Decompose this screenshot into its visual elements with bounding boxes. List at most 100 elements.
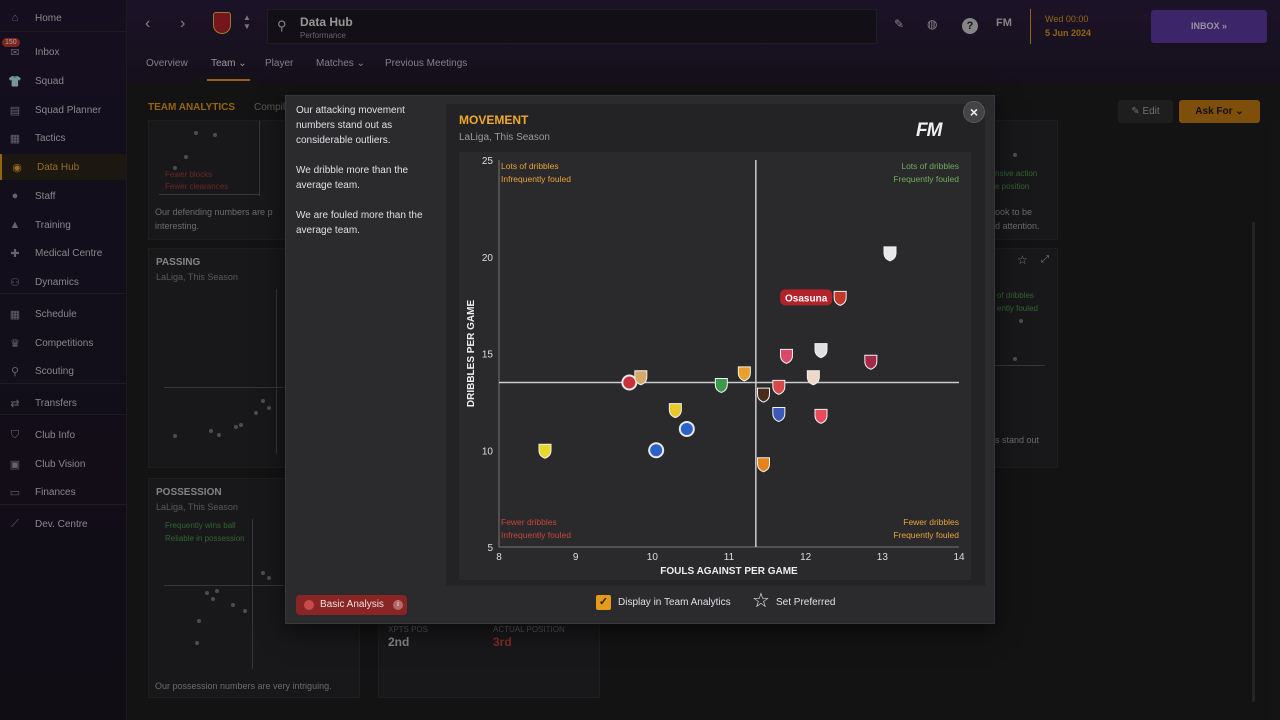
staff-icon: ●: [11, 190, 19, 202]
pencil-icon[interactable]: ✎: [894, 17, 905, 31]
ask-for-button[interactable]: Ask For ⌄: [1179, 100, 1260, 123]
sidebar-item-label: Data Hub: [37, 161, 80, 173]
basic-analysis-button[interactable]: Basic Analysis i: [296, 595, 407, 615]
sidebar-item-label: Home: [35, 12, 62, 24]
sidebar-item-schedule[interactable]: ▦ Schedule: [0, 301, 126, 327]
quadrant-label: Infrequently fouled: [501, 174, 571, 184]
right-card-text: d attention.: [995, 221, 1040, 231]
back-arrow-icon[interactable]: ‹: [145, 15, 151, 32]
info-icon[interactable]: i: [393, 600, 403, 610]
sidebar-item-competitions[interactable]: ♛ Competitions: [0, 330, 126, 356]
sidebar-item-dynamics[interactable]: ⚇ Dynamics: [0, 269, 126, 295]
y-axis-label: DRIBBLES PER GAME: [466, 300, 477, 408]
sidebar-item-label: Scouting: [35, 365, 74, 377]
sidebar-item-squad[interactable]: 👕 Squad: [0, 68, 126, 94]
highlight-label: Osasuna: [785, 293, 828, 304]
team-crest-point: [772, 379, 786, 395]
inbox-button[interactable]: INBOX »: [1151, 10, 1267, 43]
sidebar-item-tactics[interactable]: ▦ Tactics: [0, 125, 126, 151]
fm-icon[interactable]: FM: [996, 17, 1012, 29]
help-icon[interactable]: ?: [962, 18, 978, 34]
team-crest-point: [714, 377, 728, 393]
tab-team[interactable]: Team ⌄: [211, 58, 247, 69]
sidebar-item-squad-planner[interactable]: ▤ Squad Planner: [0, 97, 126, 123]
insight-text: Our attacking movement numbers stand out…: [296, 105, 405, 146]
display-in-team-analytics-checkbox[interactable]: ✓: [596, 595, 611, 610]
expand-icon[interactable]: ⤢: [1041, 254, 1049, 265]
search-icon: ⚲: [277, 18, 287, 33]
possession-text: Our possession numbers are very intrigui…: [155, 681, 332, 691]
sidebar-item-dev-centre[interactable]: ⟋ Dev. Centre: [0, 511, 126, 537]
quadrant-label: Lots of dribbles: [901, 161, 959, 171]
page-title: Data Hub: [300, 15, 353, 29]
sidebar-item-finances[interactable]: ▭ Finances: [0, 479, 126, 505]
highlight-label-bg: [780, 289, 833, 306]
club-badge-icon[interactable]: [213, 12, 231, 34]
forward-arrow-icon[interactable]: ›: [180, 15, 186, 32]
sidebar-divider: [0, 383, 126, 384]
tab-overview[interactable]: Overview: [146, 58, 188, 69]
team-crest-point: [737, 366, 751, 382]
tab-player[interactable]: Player: [265, 58, 294, 69]
trophy-icon: ♛: [10, 337, 20, 350]
transfer-icon: ⇄: [10, 397, 20, 410]
team-crest-point: [538, 443, 552, 459]
team-crest-point: [883, 246, 897, 262]
globe-icon[interactable]: ◍: [927, 17, 938, 31]
right-card[interactable]: nsive action e position ook to be d atte…: [995, 120, 1058, 240]
x-axis-label: FOULS AGAINST PER GAME: [660, 566, 798, 577]
xpts-value: 2nd: [388, 635, 410, 649]
sidebar-item-label: Schedule: [35, 308, 77, 320]
close-button[interactable]: ×: [963, 101, 985, 123]
finances-icon: ▭: [9, 486, 21, 499]
x-tick-label: 11: [724, 552, 735, 563]
page-subtitle: Performance: [300, 31, 346, 40]
sidebar-item-home[interactable]: ⌂ Home: [0, 5, 126, 31]
right-card-text: ook to be: [995, 207, 1033, 217]
tactics-board-icon: ▦: [9, 132, 21, 145]
sidebar-item-staff[interactable]: ● Staff: [0, 183, 126, 209]
right-card-label: e position: [995, 182, 1030, 191]
sidebar-item-label: Dev. Centre: [35, 518, 88, 530]
sidebar: ⌂ Home ✉ Inbox 150 👕 Squad ▤ Squad Planner ▦ Tacti…: [0, 0, 127, 720]
team-point: [623, 376, 636, 389]
home-icon: ⌂: [11, 12, 19, 24]
quadrant-label: Lots of dribbles: [501, 161, 559, 171]
x-tick-label: 8: [496, 552, 502, 563]
analysis-icon: [304, 600, 314, 610]
quadrant-label: Frequently fouled: [893, 174, 959, 184]
edit-button[interactable]: ✎ Edit: [1118, 100, 1173, 123]
right-card[interactable]: ☆ ⤢ of dribbles ently fouled s stand out: [995, 248, 1058, 468]
scatter-chart: 8 9 10 11 12 13 14 5 10 15 20 25 FOULS AGAINST PER G…: [459, 152, 971, 580]
movement-modal: Our attacking movement numbers stand out…: [285, 95, 995, 624]
club-switch-icon[interactable]: ▲ ▼: [243, 13, 251, 31]
star-icon[interactable]: ☆: [1017, 253, 1028, 267]
sidebar-item-transfers[interactable]: ⇄ Transfers: [0, 390, 126, 416]
sidebar-item-label: Staff: [35, 190, 56, 202]
title-search-box[interactable]: ⚲ Data Hub Performance: [267, 9, 877, 44]
display-in-team-analytics-label[interactable]: Display in Team Analytics: [618, 597, 731, 608]
tab-previous-meetings[interactable]: Previous Meetings: [385, 58, 468, 69]
team-crest-point: [668, 403, 682, 419]
sidebar-item-scouting[interactable]: ⚲ Scouting: [0, 358, 126, 384]
tab-matches[interactable]: Matches ⌄: [316, 58, 365, 69]
sidebar-item-club-vision[interactable]: ▣ Club Vision: [0, 451, 126, 477]
training-icon: ▲: [9, 219, 21, 231]
y-tick-label: 25: [482, 156, 494, 167]
x-tick-label: 12: [800, 552, 812, 563]
sidebar-item-club-info[interactable]: ⛉ Club Info: [0, 422, 126, 448]
x-tick-label: 10: [647, 552, 659, 563]
insight-text: We dribble more than the average team.: [296, 165, 409, 191]
quadrant-label: Fewer dribbles: [903, 517, 959, 527]
set-preferred-label[interactable]: Set Preferred: [776, 597, 836, 608]
actual-position-value: 3rd: [493, 635, 512, 649]
scrollbar[interactable]: [1252, 222, 1255, 702]
sidebar-item-training[interactable]: ▲ Training: [0, 212, 126, 238]
sidebar-item-medical-centre[interactable]: ✚ Medical Centre: [0, 240, 126, 266]
sidebar-item-inbox[interactable]: ✉ Inbox 150: [0, 38, 126, 65]
sidebar-item-data-hub[interactable]: ◉ Data Hub: [0, 154, 126, 180]
y-tick-label: 20: [482, 253, 494, 264]
card-subtitle: LaLiga, This Season: [156, 272, 238, 282]
date-display[interactable]: Wed 00:00 5 Jun 2024: [1030, 9, 1140, 44]
star-icon[interactable]: ☆: [752, 590, 770, 612]
